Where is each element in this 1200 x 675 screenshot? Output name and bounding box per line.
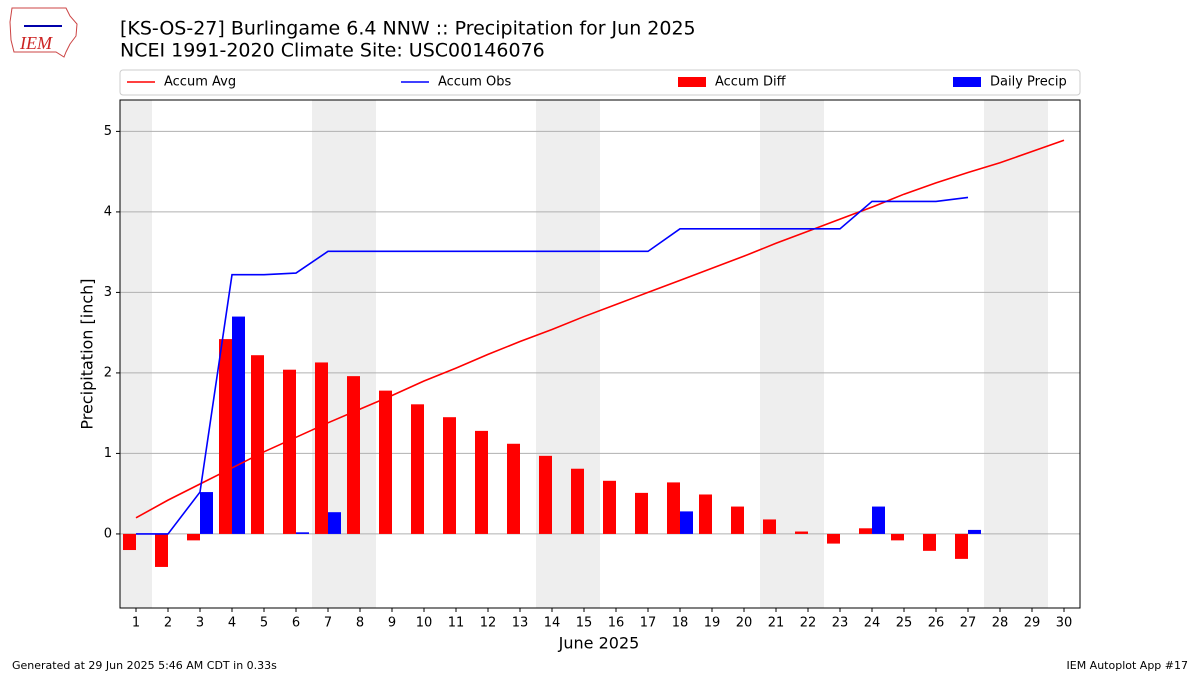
y-tick-label: 3 (104, 285, 112, 300)
bar (571, 468, 584, 534)
x-tick-label: 18 (672, 616, 689, 631)
x-tick-label: 29 (1024, 616, 1041, 631)
x-tick-label: 13 (512, 616, 529, 631)
bar (296, 532, 309, 534)
bar (123, 533, 136, 551)
bar (155, 533, 168, 567)
x-tick-label: 14 (544, 616, 561, 631)
x-tick-label: 1 (132, 616, 140, 631)
x-tick-label: 17 (640, 616, 657, 631)
footer-left: Generated at 29 Jun 2025 5:46 AM CDT in … (12, 659, 277, 672)
x-tick-label: 25 (896, 616, 913, 631)
y-tick-label: 0 (104, 526, 112, 541)
bar (731, 506, 744, 534)
x-tick-label: 16 (608, 616, 625, 631)
x-tick-label: 7 (324, 616, 332, 631)
y-tick-label: 5 (104, 124, 112, 139)
y-tick-label: 1 (104, 446, 112, 461)
legend-label: Accum Diff (715, 75, 787, 90)
legend-swatch (678, 77, 706, 87)
bar (328, 512, 341, 534)
bar (680, 511, 693, 534)
x-tick-label: 10 (416, 616, 433, 631)
x-tick-label: 20 (736, 616, 753, 631)
logo-outline (9, 7, 78, 58)
bar (891, 533, 904, 541)
x-tick-label: 28 (992, 616, 1009, 631)
chart-title: [KS-OS-27] Burlingame 6.4 NNW :: Precipi… (120, 18, 696, 40)
bar (859, 528, 872, 534)
legend-box (119, 69, 1081, 96)
y-tick-label: 2 (104, 365, 112, 380)
plot-frame (119, 99, 1081, 609)
x-tick-label: 30 (1056, 616, 1073, 631)
bar (443, 417, 456, 534)
legend-label: Accum Obs (438, 75, 511, 90)
logo-text: IEM (19, 33, 53, 53)
bar (232, 316, 245, 534)
legend-label: Daily Precip (990, 75, 1067, 90)
x-tick-label: 15 (576, 616, 593, 631)
bar (539, 455, 552, 534)
bar (219, 339, 232, 534)
bar (955, 533, 968, 559)
chart-subtitle: NCEI 1991-2020 Climate Site: USC00146076 (120, 40, 545, 62)
x-tick-label: 9 (388, 616, 396, 631)
x-tick-label: 11 (448, 616, 465, 631)
bar (251, 355, 264, 534)
x-tick-label: 8 (356, 616, 364, 631)
bar (603, 480, 616, 534)
bar (411, 404, 424, 534)
logo: IEM (9, 7, 78, 58)
x-tick-label: 22 (800, 616, 817, 631)
bar (475, 430, 488, 534)
bar (667, 482, 680, 534)
bar (379, 390, 392, 534)
x-tick-label: 2 (164, 616, 172, 631)
bar (315, 362, 328, 534)
x-tick-label: 26 (928, 616, 945, 631)
bar (507, 443, 520, 534)
bar (763, 519, 776, 534)
x-tick-label: 27 (960, 616, 977, 631)
x-tick-label: 21 (768, 616, 785, 631)
bar (635, 492, 648, 534)
bar (699, 494, 712, 534)
x-tick-label: 23 (832, 616, 849, 631)
bar (923, 533, 936, 551)
x-axis-label: June 2025 (558, 634, 640, 653)
x-tick-label: 12 (480, 616, 497, 631)
bar (872, 506, 885, 534)
x-tick-label: 3 (196, 616, 204, 631)
x-tick-label: 6 (292, 616, 300, 631)
bar (347, 376, 360, 534)
bar (795, 531, 808, 534)
weekend-band (984, 100, 1048, 608)
bar (968, 529, 981, 534)
line (135, 139, 1065, 519)
legend-label: Accum Avg (164, 75, 236, 90)
footer-right: IEM Autoplot App #17 (1067, 659, 1189, 672)
bar (187, 533, 200, 541)
x-tick-label: 4 (228, 616, 236, 631)
bar (827, 533, 840, 544)
line (136, 196, 969, 535)
legend-swatch (953, 77, 981, 87)
y-axis-label: Precipitation [inch] (78, 278, 97, 429)
x-tick-label: 19 (704, 616, 721, 631)
y-tick-label: 4 (104, 204, 112, 219)
bar (283, 369, 296, 534)
weekend-band (120, 100, 152, 608)
x-tick-label: 24 (864, 616, 881, 631)
bar (200, 492, 213, 534)
x-tick-label: 5 (260, 616, 268, 631)
